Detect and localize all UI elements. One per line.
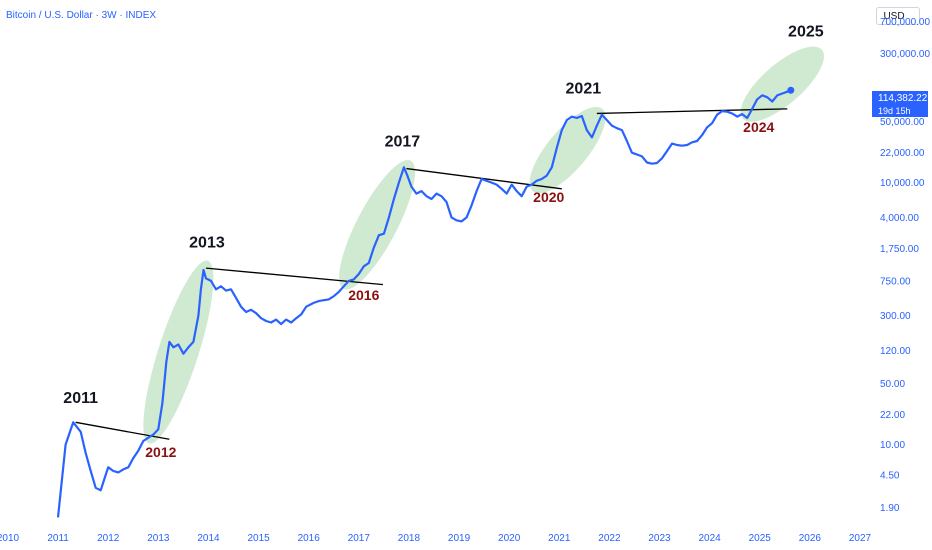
y-axis[interactable]: 700,000.00 300,000.00 50,000.00 22,000.00 10… bbox=[880, 17, 930, 514]
y-tick-label: 4.50 bbox=[880, 470, 900, 481]
highlight-ellipse-0 bbox=[143, 260, 214, 444]
trendline-0 bbox=[75, 421, 170, 440]
y-tick-label: 4,000.00 bbox=[880, 213, 919, 224]
last-price: 114,382.22 bbox=[878, 93, 928, 104]
x-tick-label: 2022 bbox=[598, 533, 621, 544]
bar-countdown: 19d 15h bbox=[878, 106, 911, 116]
y-tick-label: 50.00 bbox=[880, 379, 905, 390]
annotation-2012: 2012 bbox=[145, 444, 176, 460]
highlight-ellipse-3 bbox=[740, 46, 825, 122]
y-tick-label: 10.00 bbox=[880, 440, 905, 451]
x-tick-label: 2023 bbox=[648, 533, 671, 544]
trendline-1 bbox=[205, 267, 383, 286]
currency-button[interactable]: USD bbox=[876, 7, 920, 25]
x-tick-label: 2019 bbox=[448, 533, 471, 544]
annotation-2017: 2017 bbox=[385, 133, 421, 150]
y-tick-label: 10,000.00 bbox=[880, 178, 925, 189]
annotation-2011: 2011 bbox=[63, 390, 98, 407]
y-tick-label: 300.00 bbox=[880, 311, 911, 322]
annotation-2025: 2025 bbox=[788, 24, 824, 41]
y-tick-label: 22.00 bbox=[880, 410, 905, 421]
y-tick-label: 1.90 bbox=[880, 503, 900, 514]
x-tick-label: 2027 bbox=[849, 533, 872, 544]
last-price-badge: 114,382.22 19d 15h bbox=[872, 91, 928, 117]
x-tick-label: 2010 bbox=[0, 533, 20, 544]
y-tick-label: 120.00 bbox=[880, 346, 911, 357]
annotation-2020: 2020 bbox=[533, 189, 564, 205]
x-tick-label: 2026 bbox=[799, 533, 822, 544]
x-tick-label: 2021 bbox=[548, 533, 571, 544]
x-tick-label: 2013 bbox=[147, 533, 170, 544]
highlight-ellipse-2 bbox=[529, 106, 606, 194]
y-tick-label: 750.00 bbox=[880, 276, 911, 287]
y-tick-label: 50,000.00 bbox=[880, 117, 925, 128]
annotation-2021: 2021 bbox=[566, 80, 602, 97]
annotation-2024: 2024 bbox=[743, 119, 774, 135]
x-tick-label: 2017 bbox=[348, 533, 371, 544]
price-line bbox=[56, 89, 792, 518]
y-tick-label: 700,000.00 bbox=[880, 17, 930, 28]
trendlines bbox=[75, 108, 788, 440]
highlight-ellipse-1 bbox=[339, 160, 416, 290]
chart-title: Bitcoin / U.S. Dollar · 3W · INDEX bbox=[6, 10, 157, 21]
x-tick-label: 2024 bbox=[699, 533, 722, 544]
trendline-2 bbox=[406, 167, 562, 190]
y-tick-label: 22,000.00 bbox=[880, 148, 925, 159]
last-price-point bbox=[787, 86, 795, 94]
x-axis[interactable]: 2010 2011 2012 2013 2014 2015 2016 2017 2018 2019… bbox=[0, 533, 872, 544]
x-tick-label: 2015 bbox=[247, 533, 270, 544]
x-tick-label: 2014 bbox=[197, 533, 220, 544]
x-tick-label: 2011 bbox=[47, 533, 69, 544]
highlight-ellipses bbox=[143, 46, 825, 444]
y-tick-label: 300,000.00 bbox=[880, 49, 930, 60]
x-tick-label: 2016 bbox=[298, 533, 321, 544]
annotation-2016: 2016 bbox=[348, 287, 379, 303]
y-tick-label: 1,750.00 bbox=[880, 244, 919, 255]
x-tick-label: 2020 bbox=[498, 533, 521, 544]
price-series bbox=[56, 86, 795, 518]
trendline-3 bbox=[596, 108, 788, 115]
annotation-2013: 2013 bbox=[189, 235, 225, 252]
x-tick-label: 2012 bbox=[97, 533, 120, 544]
year-annotations: 2011 2012 2013 2016 2017 2020 2021 2024 2025 bbox=[63, 24, 823, 460]
x-tick-label: 2018 bbox=[398, 533, 421, 544]
x-tick-label: 2025 bbox=[749, 533, 772, 544]
